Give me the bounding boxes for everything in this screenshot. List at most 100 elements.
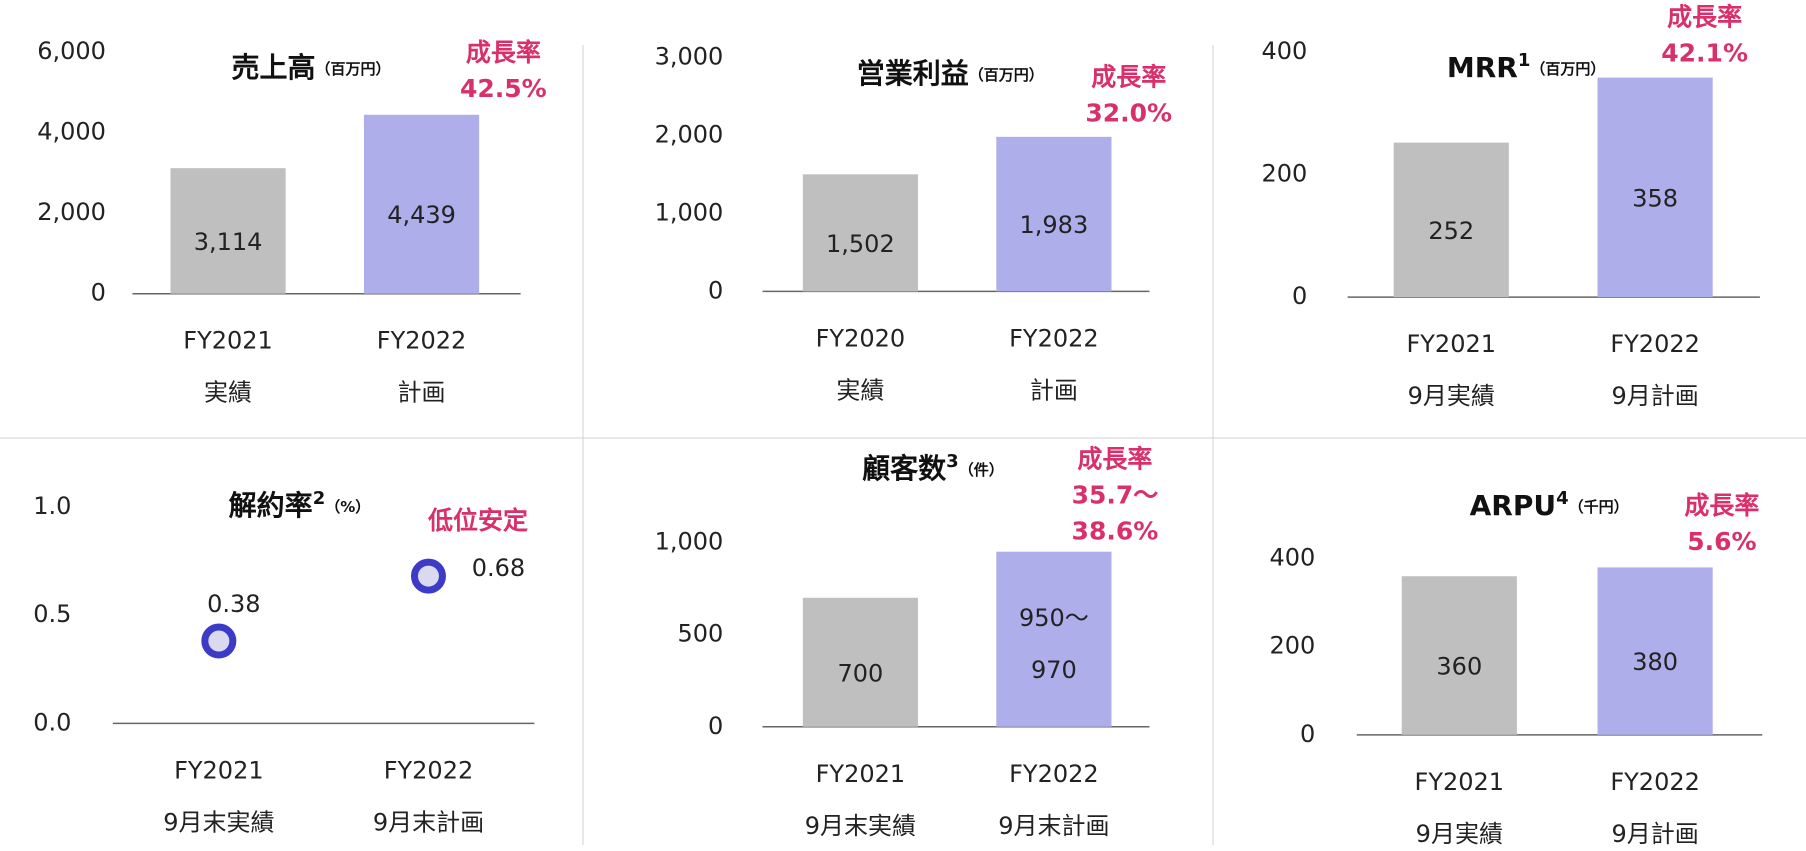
x-tick-label: FY2021	[174, 756, 264, 784]
growth-note: 35.7〜	[1072, 481, 1159, 510]
y-tick-label: 200	[1270, 632, 1316, 660]
chart-title: 営業利益（百万円）	[857, 57, 1044, 90]
value-label: 4,439	[387, 201, 456, 229]
growth-note: 低位安定	[427, 506, 528, 535]
x-tick-label: 9月末計画	[998, 812, 1109, 840]
x-tick-label: 9月末実績	[163, 808, 274, 836]
growth-note: 成長率	[1667, 2, 1742, 31]
y-tick-label: 3,000	[655, 43, 724, 71]
title-text: 顧客数	[862, 452, 947, 485]
x-tick-label: FY2022	[384, 756, 474, 784]
bar	[1597, 77, 1713, 298]
title-superscript: 3	[946, 451, 959, 472]
y-tick-label: 0	[1300, 720, 1315, 748]
y-tick-label: 400	[1270, 544, 1316, 572]
value-label: 1,983	[1020, 211, 1089, 239]
title-unit: （件）	[959, 460, 1004, 478]
title-unit: （百万円）	[315, 60, 390, 78]
y-tick-label: 1.0	[33, 492, 71, 520]
value-label: 0.68	[472, 554, 525, 582]
chart-title: ARPU4（千円）	[1470, 488, 1629, 522]
x-tick-label: FY2021	[1415, 768, 1505, 796]
bar	[996, 136, 1112, 292]
bar	[1597, 567, 1713, 735]
x-tick-label: 9月末実績	[805, 812, 916, 840]
y-tick-label: 6,000	[37, 37, 106, 65]
x-tick-label: 計画	[1030, 376, 1078, 404]
title-text: 売上高	[231, 51, 315, 84]
title-text: ARPU	[1470, 489, 1557, 522]
y-tick-label: 0	[91, 279, 106, 307]
x-tick-label: 実績	[204, 379, 252, 407]
x-tick-label: 9月実績	[1408, 382, 1495, 410]
bar	[802, 174, 918, 292]
growth-note: 5.6%	[1687, 527, 1756, 556]
x-tick-label: FY2022	[1009, 324, 1099, 352]
y-tick-label: 1,000	[655, 527, 724, 555]
chart-title: 売上高（百万円）	[231, 51, 390, 84]
bar	[1393, 142, 1509, 298]
point	[410, 558, 446, 594]
x-tick-label: FY2022	[1009, 760, 1099, 788]
chart-title: 顧客数3（件）	[862, 451, 1004, 485]
value-label: 358	[1632, 184, 1678, 212]
value-label: 0.38	[207, 590, 260, 618]
growth-note: 成長率	[1077, 445, 1152, 474]
bar	[1401, 576, 1517, 735]
y-tick-label: 0.0	[33, 708, 71, 736]
y-tick-label: 1,000	[655, 198, 724, 226]
x-tick-label: FY2021	[1406, 330, 1496, 358]
y-tick-label: 0	[1292, 282, 1307, 310]
bar	[170, 168, 286, 294]
value-label: 1,502	[826, 230, 895, 258]
growth-note: 32.0%	[1085, 98, 1172, 127]
chart-title: 解約率2（%）	[229, 488, 371, 522]
y-tick-label: 500	[678, 620, 724, 648]
x-tick-label: 9月末計画	[373, 808, 484, 836]
point	[201, 623, 237, 659]
value-label: 950〜	[1019, 604, 1089, 632]
value-label: 700	[837, 659, 883, 687]
x-tick-label: FY2021	[816, 760, 906, 788]
value-label: 252	[1428, 217, 1474, 245]
y-tick-label: 4,000	[37, 117, 106, 145]
x-tick-label: FY2021	[183, 327, 273, 355]
title-text: 営業利益	[857, 57, 969, 90]
title-superscript: 4	[1556, 488, 1569, 509]
bar	[996, 551, 1112, 727]
growth-note: 成長率	[1684, 491, 1759, 520]
title-superscript: 2	[313, 488, 326, 509]
y-tick-label: 0.5	[33, 600, 71, 628]
title-unit: （千円）	[1569, 497, 1629, 515]
y-tick-label: 2,000	[655, 121, 724, 149]
bar	[363, 114, 480, 294]
title-text: 解約率	[229, 489, 313, 522]
x-tick-label: 実績	[836, 376, 884, 404]
growth-note: 42.5%	[460, 74, 547, 103]
x-tick-label: FY2020	[816, 324, 906, 352]
y-tick-label: 0	[708, 276, 723, 304]
growth-note: 42.1%	[1661, 38, 1748, 67]
title-unit: （%）	[325, 497, 370, 515]
bar	[802, 597, 918, 727]
growth-note: 38.6%	[1072, 517, 1159, 546]
x-tick-label: 計画	[398, 379, 446, 407]
title-unit: （百万円）	[1530, 60, 1605, 78]
chart-title: MRR1（百万円）	[1447, 50, 1606, 84]
title-unit: （百万円）	[969, 65, 1044, 83]
value-label: 3,114	[194, 228, 263, 256]
x-tick-label: FY2022	[1610, 330, 1700, 358]
y-tick-label: 400	[1261, 37, 1307, 65]
y-tick-label: 2,000	[37, 198, 106, 226]
x-tick-label: 9月実績	[1416, 820, 1503, 848]
title-superscript: 1	[1518, 50, 1531, 71]
x-tick-label: FY2022	[1610, 768, 1700, 796]
value-label: 970	[1031, 656, 1077, 684]
value-label: 360	[1436, 653, 1482, 681]
value-label: 380	[1632, 648, 1678, 676]
growth-note: 成長率	[1091, 62, 1166, 91]
y-tick-label: 0	[708, 712, 723, 740]
x-tick-label: 9月計画	[1611, 820, 1698, 848]
x-tick-label: 9月計画	[1611, 382, 1698, 410]
